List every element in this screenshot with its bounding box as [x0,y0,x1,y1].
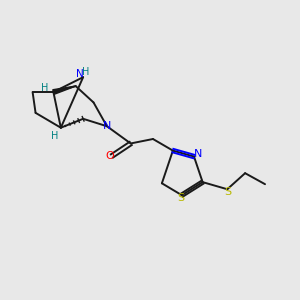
Text: H: H [82,67,90,77]
Polygon shape [53,86,76,94]
Text: H: H [41,83,48,93]
Text: N: N [194,148,202,159]
Text: N: N [76,69,83,79]
Text: N: N [103,121,112,130]
Text: H: H [51,131,58,141]
Text: S: S [178,193,185,203]
Text: O: O [105,151,114,161]
Text: S: S [224,187,231,197]
